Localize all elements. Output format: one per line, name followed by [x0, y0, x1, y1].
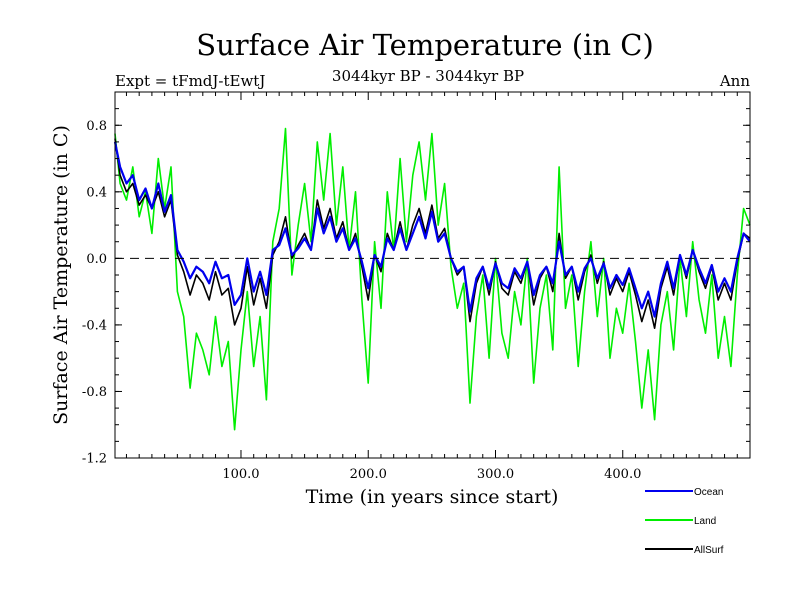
legend-label-ocean: Ocean	[694, 487, 723, 498]
x-axis-ticks: 100.0 200.0 300.0 400.0	[125, 92, 738, 482]
series-line-land	[114, 127, 751, 431]
y-tick-label: 0.4	[86, 185, 107, 200]
season-label: Ann	[719, 72, 750, 90]
y-tick-label: -0.8	[82, 385, 107, 400]
series-line-ocean	[113, 141, 751, 318]
y-tick-label: -0.4	[82, 318, 107, 333]
series-line-allsurf	[114, 138, 751, 329]
chart-title: Surface Air Temperature (in C)	[196, 28, 654, 62]
series-layer	[113, 127, 751, 431]
legend-label-allsurf: AllSurf	[694, 545, 724, 556]
legend-label-land: Land	[694, 516, 716, 527]
y-axis-label: Surface Air Temperature (in C)	[50, 125, 72, 425]
x-tick-label: 400.0	[604, 467, 641, 482]
x-tick-label: 300.0	[477, 467, 514, 482]
y-axis-ticks: 0.8 0.4 0.0 -0.4 -0.8 -1.2	[82, 91, 750, 467]
x-axis-label: Time (in years since start)	[306, 486, 559, 508]
experiment-label: Expt = tFmdJ-tEwtJ	[115, 72, 265, 90]
y-tick-label: 0.8	[86, 119, 107, 134]
x-tick-label: 200.0	[350, 467, 387, 482]
y-tick-label: -1.2	[82, 452, 107, 467]
chart-subtitle: 3044kyr BP - 3044kyr BP	[332, 67, 524, 85]
y-tick-label: 0.0	[86, 252, 107, 267]
x-tick-label: 100.0	[222, 467, 259, 482]
legend: Ocean Land AllSurf	[645, 487, 724, 556]
